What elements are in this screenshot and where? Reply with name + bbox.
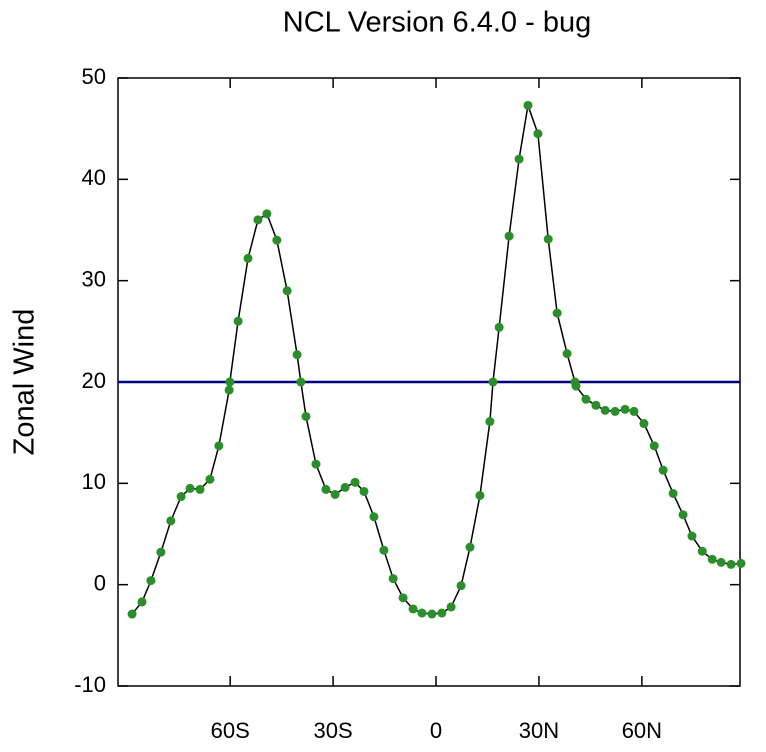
data-point <box>243 253 253 263</box>
data-point <box>282 286 292 296</box>
data-point <box>195 484 205 494</box>
data-point <box>687 531 697 541</box>
data-point <box>224 385 234 395</box>
y-tick-label: 30 <box>82 266 106 291</box>
data-point <box>437 608 447 618</box>
y-tick-label: 20 <box>82 368 106 393</box>
data-point <box>137 597 147 607</box>
data-point <box>225 377 235 387</box>
y-tick-label: 0 <box>94 570 106 595</box>
x-tick-label: 30S <box>314 718 353 743</box>
data-point <box>639 419 649 429</box>
data-point <box>571 381 581 391</box>
data-point <box>272 235 282 245</box>
y-axis-label: Zonal Wind <box>9 309 41 456</box>
y-tick-label: -10 <box>74 672 106 697</box>
data-point <box>214 441 224 451</box>
data-point <box>417 608 427 618</box>
data-point <box>408 604 418 614</box>
data-point <box>552 308 562 318</box>
data-point <box>350 477 360 487</box>
data-point <box>543 234 553 244</box>
data-point <box>233 316 243 326</box>
data-point <box>456 581 466 591</box>
data-point <box>494 322 504 332</box>
data-point <box>523 100 533 110</box>
data-point <box>330 489 340 499</box>
chart-title: NCL Version 6.4.0 - bug <box>283 7 591 39</box>
data-point <box>465 542 475 552</box>
data-point <box>311 459 321 469</box>
data-point <box>488 377 498 387</box>
data-point <box>485 417 495 427</box>
data-point <box>649 441 659 451</box>
data-point <box>292 350 302 360</box>
data-point <box>562 349 572 359</box>
data-point <box>321 484 331 494</box>
y-tick-label: 50 <box>82 64 106 89</box>
data-point <box>658 465 668 475</box>
x-tick-label: 30N <box>519 718 559 743</box>
data-point <box>736 558 746 568</box>
data-point <box>205 474 215 484</box>
data-point <box>388 574 398 584</box>
data-point <box>301 411 311 421</box>
data-point <box>716 557 726 567</box>
data-point <box>427 609 437 619</box>
data-point <box>629 406 639 416</box>
data-point <box>127 609 137 619</box>
data-point <box>156 547 166 557</box>
data-point <box>369 512 379 522</box>
data-point <box>591 400 601 410</box>
x-tick-label: 60N <box>622 718 662 743</box>
data-point <box>533 129 543 139</box>
data-point <box>262 209 272 219</box>
data-point <box>146 576 156 586</box>
y-tick-label: 40 <box>82 165 106 190</box>
x-tick-label: 60S <box>211 718 250 743</box>
x-tick-label: 0 <box>430 718 442 743</box>
data-point <box>475 490 485 500</box>
data-point <box>697 546 707 556</box>
data-point <box>678 510 688 520</box>
data-point <box>726 559 736 569</box>
data-point <box>340 482 350 492</box>
data-point <box>166 516 176 526</box>
data-point <box>296 377 306 387</box>
data-point <box>176 492 186 502</box>
y-tick-label: 10 <box>82 469 106 494</box>
data-point <box>600 405 610 415</box>
data-point <box>610 406 620 416</box>
data-point <box>504 231 514 241</box>
data-point <box>446 602 456 612</box>
data-point <box>185 483 195 493</box>
series-line <box>131 105 742 615</box>
data-point <box>668 488 678 498</box>
data-point <box>398 593 408 603</box>
data-point <box>620 404 630 414</box>
data-point <box>581 394 591 404</box>
data-point <box>707 554 717 564</box>
data-point <box>359 486 369 496</box>
data-point <box>514 154 524 164</box>
data-point <box>379 545 389 555</box>
data-point <box>253 215 263 225</box>
